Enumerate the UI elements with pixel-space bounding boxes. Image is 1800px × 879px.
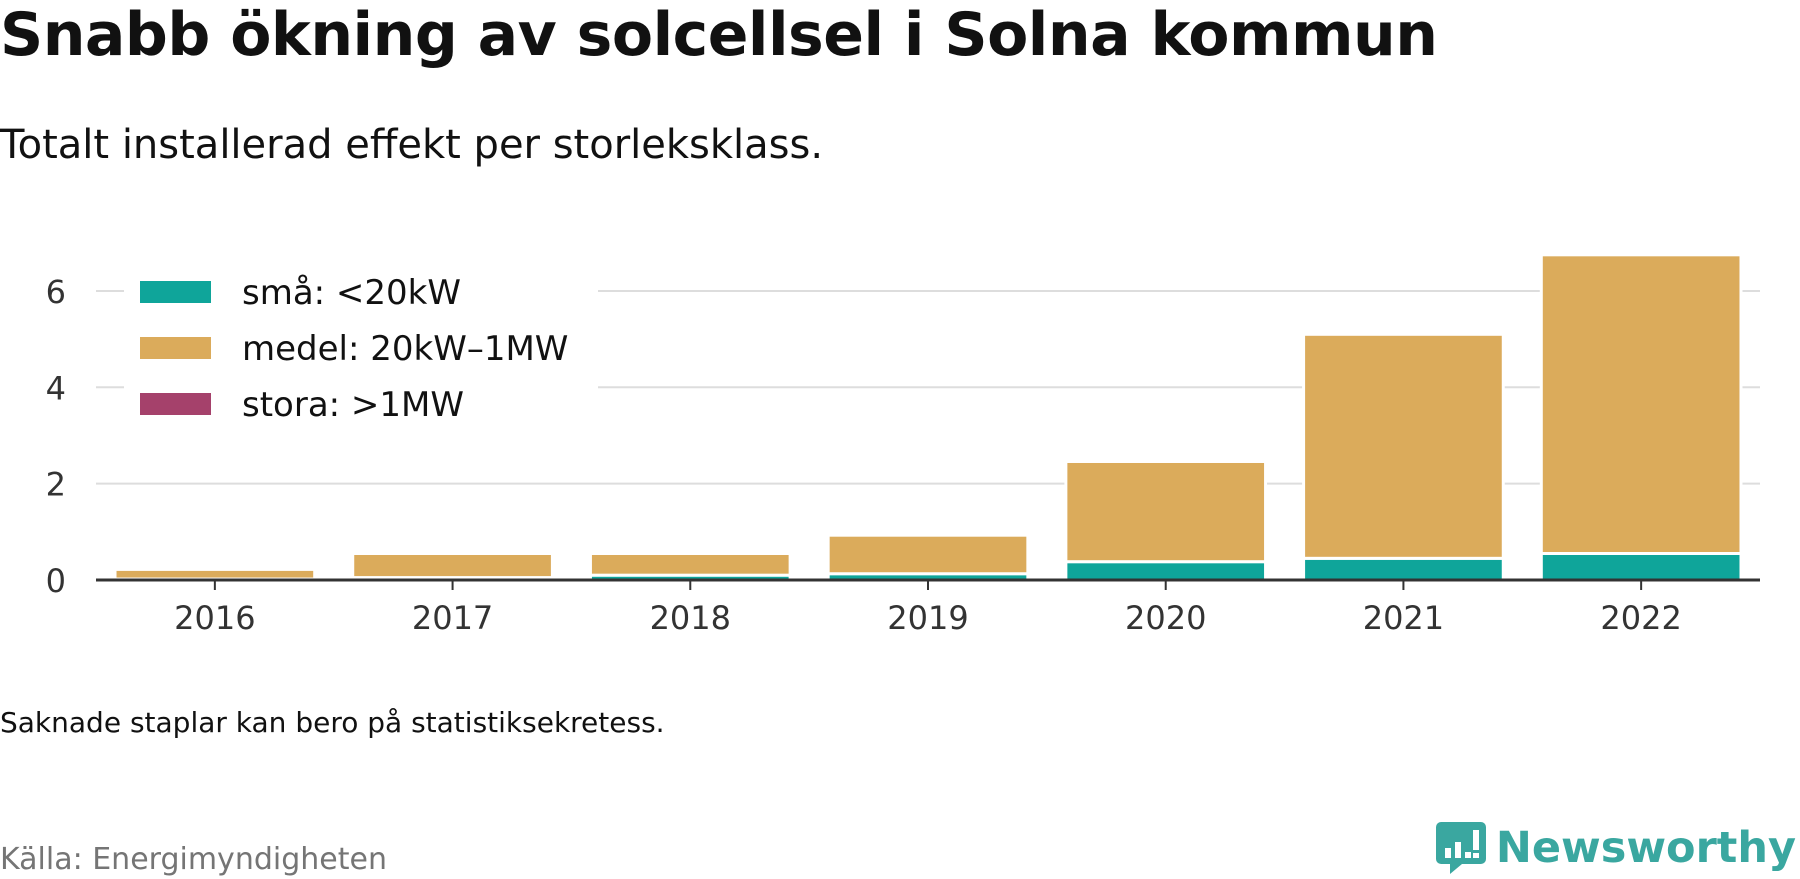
x-axis-ticks: 2016 2017 2018 2019 2020 2021 2022 — [174, 580, 1682, 637]
bar-segment — [1539, 552, 1743, 582]
legend: små: <20kW medel: 20kW–1MW stora: >1MW — [124, 266, 598, 438]
x-tick-label: 2022 — [1600, 599, 1681, 637]
legend-label: medel: 20kW–1MW — [242, 329, 568, 369]
legend-swatch — [140, 393, 211, 415]
legend-swatch — [140, 337, 211, 359]
newsworthy-logo-text: Newsworthy — [1495, 823, 1796, 873]
legend-label: stora: >1MW — [242, 385, 464, 425]
x-tick-label: 2021 — [1363, 599, 1444, 637]
y-axis-ticks: 0 2 4 6 — [46, 273, 66, 600]
bar-segment — [1064, 459, 1268, 564]
page-subtitle: Totalt installerad effekt per storlekskl… — [0, 122, 824, 168]
y-tick-label: 2 — [46, 466, 66, 504]
bar-segment — [351, 552, 554, 580]
y-tick-label: 4 — [46, 369, 66, 407]
bar-segment — [113, 567, 317, 581]
legend-swatch — [140, 281, 211, 303]
bar-segment — [826, 533, 1030, 576]
source-credit: Källa: Energimyndigheten — [0, 842, 387, 877]
x-tick-label: 2019 — [887, 599, 968, 637]
bar-segment — [1302, 332, 1505, 560]
bar-segment — [1064, 560, 1268, 582]
bar-segment — [588, 552, 792, 577]
newsworthy-logo: Newsworthy — [1435, 822, 1796, 874]
page-title: Snabb ökning av solcellsel i Solna kommu… — [0, 0, 1438, 70]
footnote: Saknade staplar kan bero på statistiksek… — [0, 706, 665, 739]
legend-label: små: <20kW — [242, 273, 461, 313]
x-tick-label: 2018 — [650, 599, 731, 637]
bar-segment — [1539, 253, 1743, 556]
bar-segment — [1302, 556, 1505, 582]
y-tick-label: 6 — [46, 273, 66, 311]
x-tick-label: 2020 — [1125, 599, 1206, 637]
y-tick-label: 0 — [46, 562, 66, 600]
x-tick-label: 2016 — [174, 599, 255, 637]
newsworthy-logo-icon — [1435, 822, 1486, 874]
x-tick-label: 2017 — [412, 599, 493, 637]
